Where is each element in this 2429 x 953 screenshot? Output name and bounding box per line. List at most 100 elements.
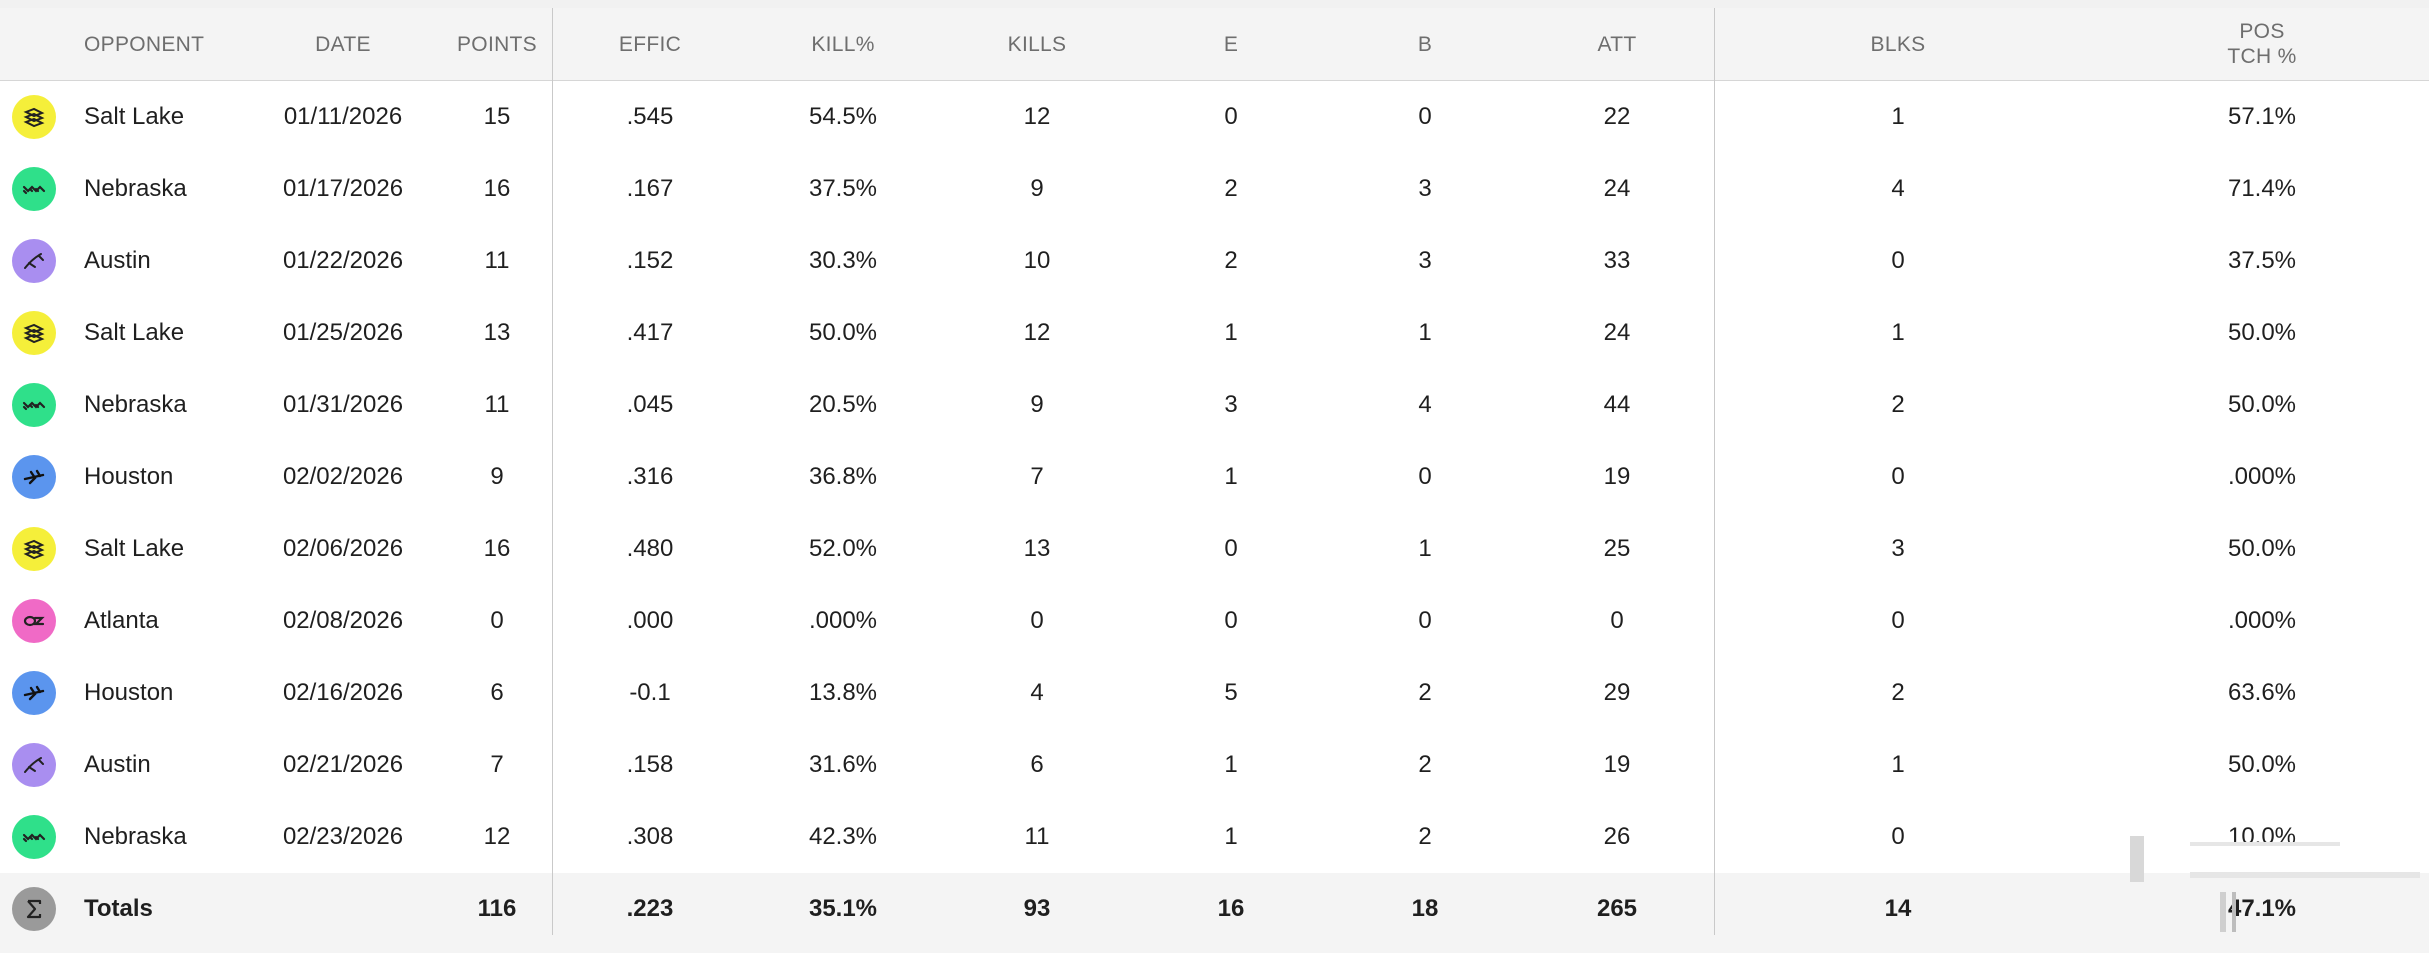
austin-logo-icon bbox=[12, 239, 56, 283]
nebraska-logo-icon bbox=[12, 167, 56, 211]
cell-kill-pct: 20.5% bbox=[808, 391, 878, 418]
cell-opponent: Salt Lake bbox=[84, 535, 185, 562]
cell-date: 01/22/2026 bbox=[282, 247, 404, 274]
header-att[interactable]: ATT bbox=[1597, 32, 1637, 56]
totals-pos-tch: 47.1% bbox=[2227, 895, 2297, 922]
cell-kills: 4 bbox=[1030, 679, 1044, 706]
cell-opponent: Atlanta bbox=[84, 607, 159, 634]
table-row[interactable]: Austin 02/21/2026 7 .158 31.6% 6 1 2 19 1 50.0% bbox=[0, 729, 2429, 802]
cell-pos-tch: 63.6% bbox=[2227, 679, 2297, 706]
table-row[interactable]: Salt Lake 02/06/2026 16 .480 52.0% 13 0 1 25 3 50.… bbox=[0, 513, 2429, 586]
totals-kill-pct: 35.1% bbox=[808, 895, 878, 922]
cell-e: 0 bbox=[1224, 103, 1238, 130]
cell-att: 29 bbox=[1603, 679, 1631, 706]
cell-blks: 1 bbox=[1891, 319, 1905, 346]
cell-kills: 0 bbox=[1030, 607, 1044, 634]
cell-opponent: Houston bbox=[84, 679, 174, 706]
cell-opponent: Nebraska bbox=[84, 175, 187, 202]
totals-blks: 14 bbox=[1884, 895, 1912, 922]
cell-kill-pct: 50.0% bbox=[808, 319, 878, 346]
cell-blks: 1 bbox=[1891, 103, 1905, 130]
table-row[interactable]: Houston 02/16/2026 6 -0.1 13.8% 4 5 2 29 2 63.6% bbox=[0, 657, 2429, 730]
cell-att: 26 bbox=[1603, 823, 1631, 850]
cell-kill-pct: 13.8% bbox=[808, 679, 878, 706]
cell-date: 02/21/2026 bbox=[282, 751, 404, 778]
table-row[interactable]: Nebraska 01/17/2026 16 .167 37.5% 9 2 3 24 4 71.4% bbox=[0, 153, 2429, 226]
cell-kill-pct: .000% bbox=[808, 607, 878, 634]
table-row[interactable]: Houston 02/02/2026 9 .316 36.8% 7 1 0 19 0 .000% bbox=[0, 441, 2429, 514]
cell-kills: 11 bbox=[1024, 823, 1050, 850]
cell-e: 1 bbox=[1224, 319, 1238, 346]
cell-e: 1 bbox=[1224, 751, 1238, 778]
cell-kill-pct: 52.0% bbox=[808, 535, 878, 562]
nebraska-logo-icon bbox=[12, 815, 56, 859]
cell-b: 1 bbox=[1418, 535, 1432, 562]
cell-effic: .167 bbox=[626, 175, 674, 202]
cell-att: 33 bbox=[1603, 247, 1631, 274]
cell-b: 1 bbox=[1418, 319, 1432, 346]
totals-kills: 93 bbox=[1023, 895, 1051, 922]
header-points[interactable]: POINTS bbox=[457, 32, 537, 56]
cell-kills: 12 bbox=[1023, 319, 1051, 346]
totals-att: 265 bbox=[1596, 895, 1638, 922]
cell-kill-pct: 37.5% bbox=[808, 175, 878, 202]
cell-b: 0 bbox=[1418, 463, 1432, 490]
cell-date: 01/17/2026 bbox=[282, 175, 404, 202]
sigma-icon bbox=[12, 887, 56, 931]
cell-blks: 0 bbox=[1891, 247, 1905, 274]
table-row[interactable]: Atlanta 02/08/2026 0 .000 .000% 0 0 0 0 0 .000% bbox=[0, 585, 2429, 658]
cell-effic: .480 bbox=[626, 535, 674, 562]
cell-opponent: Houston bbox=[84, 463, 174, 490]
cell-effic: .158 bbox=[626, 751, 674, 778]
cell-points: 13 bbox=[483, 319, 511, 346]
cell-e: 0 bbox=[1224, 607, 1238, 634]
cell-blks: 2 bbox=[1891, 679, 1905, 706]
header-date[interactable]: DATE bbox=[315, 32, 371, 56]
cell-date: 02/02/2026 bbox=[282, 463, 404, 490]
table-row[interactable]: Nebraska 01/31/2026 11.045 20.5% 9 3 4 44 2 50.0% bbox=[0, 369, 2429, 442]
cell-date: 01/31/2026 bbox=[282, 391, 404, 418]
header-opponent[interactable]: OPPONENT bbox=[84, 32, 205, 56]
cell-pos-tch: 50.0% bbox=[2227, 535, 2297, 562]
cell-effic: .308 bbox=[626, 823, 674, 850]
cell-effic: .417 bbox=[626, 319, 674, 346]
table-row[interactable]: Salt Lake 01/11/2026 15 .545 54.5% 12 0 0 22 1 57.… bbox=[0, 81, 2429, 154]
cell-att: 24 bbox=[1603, 319, 1631, 346]
cell-points: 9 bbox=[490, 463, 504, 490]
cell-kills: 6 bbox=[1030, 751, 1044, 778]
cell-pos-tch: 50.0% bbox=[2227, 319, 2297, 346]
atlanta-logo-icon bbox=[12, 599, 56, 643]
cell-points: 12 bbox=[483, 823, 511, 850]
table-header: OPPONENT DATE POINTS EFFIC KILL% KILLS E… bbox=[0, 8, 2429, 81]
table-row[interactable]: Salt Lake 01/25/2026 13 .417 50.0% 12 1 1 24 1 50.… bbox=[0, 297, 2429, 370]
totals-b: 18 bbox=[1411, 895, 1439, 922]
header-blks[interactable]: BLKS bbox=[1870, 32, 1926, 56]
cell-pos-tch: 50.0% bbox=[2227, 751, 2297, 778]
cell-date: 01/25/2026 bbox=[282, 319, 404, 346]
cell-points: 11 bbox=[484, 247, 510, 274]
cell-b: 4 bbox=[1418, 391, 1432, 418]
cell-date: 02/08/2026 bbox=[282, 607, 404, 634]
cell-date: 02/06/2026 bbox=[282, 535, 404, 562]
cell-blks: 0 bbox=[1891, 463, 1905, 490]
header-b[interactable]: B bbox=[1417, 32, 1433, 56]
cell-opponent: Austin bbox=[84, 247, 151, 274]
cell-pos-tch: 71.4% bbox=[2227, 175, 2297, 202]
cell-e: 0 bbox=[1224, 535, 1238, 562]
cell-effic: .000 bbox=[626, 607, 674, 634]
houston-logo-icon bbox=[12, 455, 56, 499]
header-effic[interactable]: EFFIC bbox=[618, 32, 682, 56]
header-kills[interactable]: KILLS bbox=[1007, 32, 1067, 56]
header-e[interactable]: E bbox=[1223, 32, 1239, 56]
cell-kills: 9 bbox=[1030, 391, 1044, 418]
cell-e: 5 bbox=[1224, 679, 1238, 706]
cell-date: 02/16/2026 bbox=[282, 679, 404, 706]
cell-e: 2 bbox=[1224, 175, 1238, 202]
cell-blks: 3 bbox=[1891, 535, 1905, 562]
cell-kill-pct: 54.5% bbox=[808, 103, 878, 130]
totals-e: 16 bbox=[1217, 895, 1245, 922]
header-kill-pct[interactable]: KILL% bbox=[811, 32, 875, 56]
table-row[interactable]: Nebraska 02/23/2026 12.308 42.3% 11 1 2 26 0 10.0… bbox=[0, 801, 2429, 874]
header-pos-tch[interactable]: POS TCH % bbox=[2080, 8, 2429, 80]
table-row[interactable]: Austin 01/22/2026 11.152 30.3% 10 2 3 33 0 37.5% bbox=[0, 225, 2429, 298]
